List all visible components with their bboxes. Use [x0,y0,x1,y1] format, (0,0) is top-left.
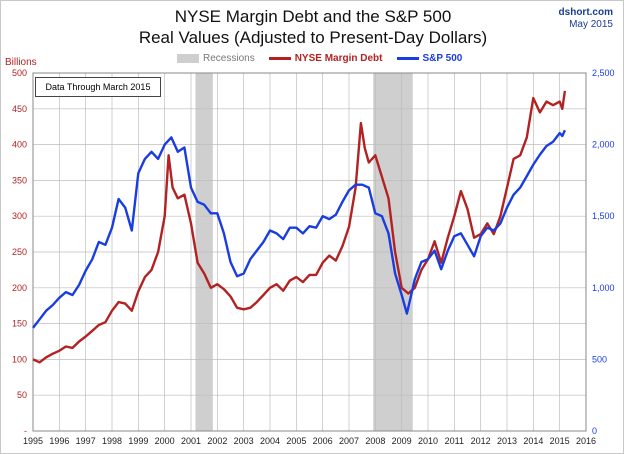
x-tick-2012: 2012 [471,436,491,446]
legend-item-sp500: S&P 500 [396,53,463,64]
x-tick-2014: 2014 [523,436,543,446]
series-line-sp500 [32,129,566,329]
chart-title-line1: NYSE Margin Debt and the S&P 500 [174,7,452,26]
legend-label-margin-debt: NYSE Margin Debt [294,53,383,64]
x-tick-2003: 2003 [234,436,254,446]
y-left-tick-1: 50 [17,390,27,400]
source-site: dshort.com [558,7,613,18]
plot-border [32,72,587,432]
y-left-tick-5: 250 [12,247,27,257]
legend-swatch-sp500 [396,57,419,60]
y-right-tick-5: 2,500 [592,68,615,78]
y-left-tick-4: 200 [12,283,27,293]
y-left-tick-2: 100 [12,354,27,364]
x-tick-2010: 2010 [418,436,438,446]
x-tick-2006: 2006 [313,436,333,446]
y-left-tick-8: 400 [12,140,27,150]
legend-label-sp500: S&P 500 [422,53,463,64]
x-tick-1996: 1996 [49,436,69,446]
x-tick-2004: 2004 [260,436,280,446]
source-date: May 2015 [569,19,613,30]
legend-swatch-recessions [177,54,199,63]
series-line-margin-debt [32,90,567,364]
legend-swatch-margin-debt [268,57,291,60]
x-tick-2013: 2013 [497,436,517,446]
y-right-tick-0: 0 [592,426,597,436]
y-axis-left-label: Billions [5,57,37,68]
y-left-tick-9: 450 [12,104,27,114]
y-right-tick-2: 1,000 [592,283,615,293]
x-tick-1998: 1998 [102,436,122,446]
legend-item-margin-debt: NYSE Margin Debt [268,53,383,64]
x-tick-2000: 2000 [155,436,175,446]
source-block: dshort.com May 2015 [559,7,613,31]
x-tick-2001: 2001 [181,436,201,446]
x-tick-2011: 2011 [445,436,464,446]
y-left-tick-6: 300 [12,211,27,221]
x-tick-1995: 1995 [23,436,43,446]
y-left-tick-3: 150 [12,319,27,329]
x-tick-2015: 2015 [550,436,570,446]
x-tick-2008: 2008 [365,436,385,446]
data-note: Data Through March 2015 [35,77,161,97]
x-tick-1997: 1997 [76,436,96,446]
x-tick-1999: 1999 [128,436,148,446]
legend-label-recessions: Recessions [203,53,255,64]
y-left-tick-0: - [24,426,27,436]
x-tick-2007: 2007 [339,436,359,446]
x-tick-2005: 2005 [286,436,306,446]
y-right-tick-1: 500 [592,354,607,364]
legend-item-recessions: Recessions [177,53,255,64]
x-tick-2009: 2009 [392,436,412,446]
x-tick-2002: 2002 [207,436,227,446]
legend: Recessions NYSE Margin Debt S&P 500 [177,53,476,64]
y-left-tick-7: 350 [12,175,27,185]
y-right-tick-3: 1,500 [592,211,615,221]
x-tick-2016: 2016 [576,436,596,446]
y-right-tick-4: 2,000 [592,140,615,150]
chart-title-line2: Real Values (Adjusted to Present-Day Dol… [138,28,488,47]
y-left-tick-10: 500 [12,68,27,78]
